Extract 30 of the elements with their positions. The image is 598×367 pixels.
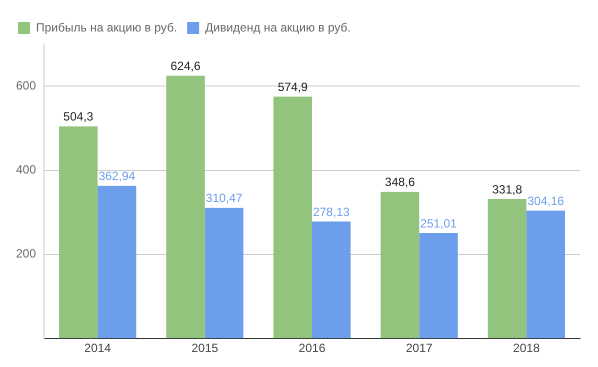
bar xyxy=(312,222,351,338)
data-label: 251,01 xyxy=(420,216,458,230)
bar xyxy=(526,210,565,338)
data-label: 348,6 xyxy=(384,175,416,190)
data-label: 504,3 xyxy=(63,110,94,124)
data-label: 624,6 xyxy=(170,59,201,74)
y-tick-label: 200 xyxy=(16,246,36,261)
legend-label: Дивиденд на акцию в руб. xyxy=(205,20,351,34)
bar xyxy=(419,232,458,338)
bar xyxy=(273,96,312,338)
bar xyxy=(166,76,205,338)
data-label: 304,16 xyxy=(527,194,564,208)
bar xyxy=(488,198,526,338)
data-label: 331,8 xyxy=(492,182,522,196)
data-label: 310,47 xyxy=(206,191,243,206)
y-tick-label: 600 xyxy=(16,78,36,92)
x-tick-label: 2014 xyxy=(84,341,112,356)
data-label: 278,13 xyxy=(312,204,350,219)
bar xyxy=(98,186,136,338)
legend-label: Прибыль на акцию в руб. xyxy=(36,20,178,34)
x-tick-label: 2017 xyxy=(406,341,433,356)
y-tick-label: 400 xyxy=(16,162,36,177)
x-tick-label: 2018 xyxy=(513,341,540,356)
data-label: 574,9 xyxy=(278,80,308,94)
bar xyxy=(59,126,98,338)
bar xyxy=(380,192,420,338)
x-tick-label: 2015 xyxy=(191,341,218,356)
data-label: 362,94 xyxy=(98,169,136,184)
bar xyxy=(204,208,244,338)
x-tick-label: 2016 xyxy=(298,341,326,356)
